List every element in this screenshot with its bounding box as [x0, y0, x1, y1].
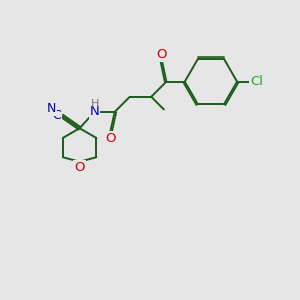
Text: N: N	[47, 102, 56, 115]
Text: C: C	[53, 109, 62, 122]
Text: O: O	[157, 48, 167, 61]
Text: H: H	[91, 99, 100, 109]
Text: O: O	[74, 161, 85, 174]
Text: O: O	[105, 132, 116, 145]
Text: Cl: Cl	[250, 75, 263, 88]
Text: N: N	[90, 105, 99, 119]
